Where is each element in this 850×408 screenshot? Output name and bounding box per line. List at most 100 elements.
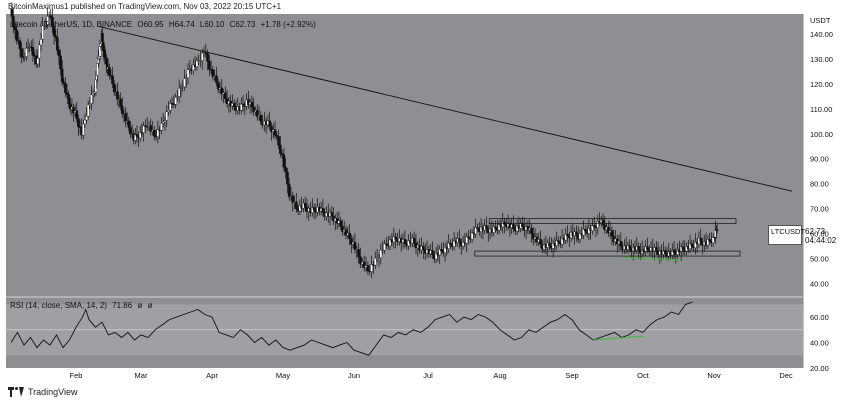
candle-body xyxy=(39,39,43,46)
rsi-value: 71.86 xyxy=(112,301,133,310)
price-tag-price: 62.73 xyxy=(805,227,826,236)
candle-body xyxy=(83,119,87,125)
tradingview-footer[interactable]: TradingView xyxy=(8,387,78,397)
time-axis-label: May xyxy=(276,371,290,380)
price-tick-label: 50.00 xyxy=(810,255,829,264)
tradingview-logo-icon xyxy=(8,387,24,397)
candle-body xyxy=(177,88,181,97)
candle-body xyxy=(64,83,67,94)
candle-body xyxy=(330,212,334,217)
candle-body xyxy=(119,98,122,107)
rsi-header: RSI (14, close, SMA, 14, 2) 71.86 ø ø xyxy=(10,301,155,310)
candle-body xyxy=(174,97,177,105)
symbol-name: Litecoin / TetherUS, 1D, BINANCE xyxy=(10,20,133,29)
price-tag-symbol: LTCUSDT xyxy=(768,225,806,245)
candle-body xyxy=(557,240,560,243)
candle-body xyxy=(350,238,353,245)
candle-body xyxy=(54,35,57,38)
candle-body xyxy=(287,184,291,197)
candle-body xyxy=(49,15,53,18)
time-axis-label: Feb xyxy=(70,371,83,380)
candle-body xyxy=(108,67,111,76)
price-tag-value: 62.73 04:44:02 xyxy=(805,227,836,245)
candle-body xyxy=(250,101,254,108)
candle-body xyxy=(31,47,35,56)
candle-body xyxy=(208,61,211,70)
time-axis-label: Mar xyxy=(135,371,148,380)
candle-body xyxy=(470,232,474,240)
candle-body xyxy=(160,123,163,131)
candle-body xyxy=(10,8,14,17)
candle-body xyxy=(252,106,256,113)
time-axis-label: Oct xyxy=(637,371,650,380)
candle-body xyxy=(560,238,564,245)
candle-body xyxy=(62,81,66,84)
candle-body xyxy=(93,91,96,94)
candle-body xyxy=(60,68,64,83)
candle-body xyxy=(592,225,596,227)
candle-body xyxy=(607,226,610,233)
candle-body xyxy=(530,227,533,234)
candle-body xyxy=(584,229,587,232)
candle-body xyxy=(465,236,469,244)
candle-body xyxy=(20,48,23,58)
candle-body xyxy=(85,115,88,121)
candle-body xyxy=(206,53,209,62)
candle-body xyxy=(259,114,263,122)
candle-body xyxy=(359,256,362,265)
candle-body xyxy=(112,83,116,93)
candle-body xyxy=(383,243,386,251)
candle-body xyxy=(575,231,578,236)
candle-body xyxy=(663,250,667,254)
publisher-line: BitcoinMaximus1 published on TradingView… xyxy=(8,2,282,11)
candle-body xyxy=(394,236,397,240)
candle-body xyxy=(494,226,497,229)
candle-body xyxy=(282,154,286,168)
time-axis-label: Sep xyxy=(565,371,578,380)
candle-body xyxy=(41,25,44,40)
candle-body xyxy=(142,125,145,133)
candle-body xyxy=(582,229,585,236)
candle-body xyxy=(497,224,501,231)
candle-body xyxy=(443,246,447,254)
candle-body xyxy=(59,55,62,70)
candle-body xyxy=(52,26,56,36)
candle-body xyxy=(195,60,199,67)
candle-body xyxy=(357,249,360,257)
price-tick-label: 70.00 xyxy=(810,205,829,214)
candle-body xyxy=(161,121,165,124)
candle-body xyxy=(75,110,79,120)
candle-body xyxy=(339,220,342,227)
ohlc-open: O60.95 xyxy=(137,20,164,29)
time-axis-label: Dec xyxy=(779,371,793,380)
price-pane-bg xyxy=(6,14,803,296)
candle-body xyxy=(458,238,461,243)
price-tick-label: 120.00 xyxy=(810,80,833,89)
candle-body xyxy=(708,239,711,242)
candle-body xyxy=(279,144,282,154)
price-tag-symbol-text: LTCUSDT xyxy=(771,227,806,236)
candle-body xyxy=(184,77,188,79)
candle-body xyxy=(379,250,383,259)
candle-body xyxy=(43,25,46,27)
candle-body xyxy=(91,93,95,95)
candle-body xyxy=(467,236,470,239)
candle-body xyxy=(181,86,185,88)
candle-body xyxy=(715,229,719,231)
price-tick-label: 100.00 xyxy=(810,130,833,139)
candle-body xyxy=(36,57,40,65)
candle-body xyxy=(168,103,172,111)
rsi-tick-label: 60.00 xyxy=(810,313,829,322)
candle-body xyxy=(474,227,478,235)
candle-body xyxy=(13,26,17,31)
candle-body xyxy=(699,237,702,242)
candle-body xyxy=(434,253,438,260)
candle-body xyxy=(25,48,28,57)
candle-body xyxy=(255,110,259,117)
candle-body xyxy=(165,111,169,121)
price-tick-label: 60.00 xyxy=(810,230,829,239)
candle-body xyxy=(176,96,179,98)
candle-body xyxy=(129,127,132,135)
bullish-divergence-rsi xyxy=(593,335,644,341)
candle-body xyxy=(373,257,377,266)
